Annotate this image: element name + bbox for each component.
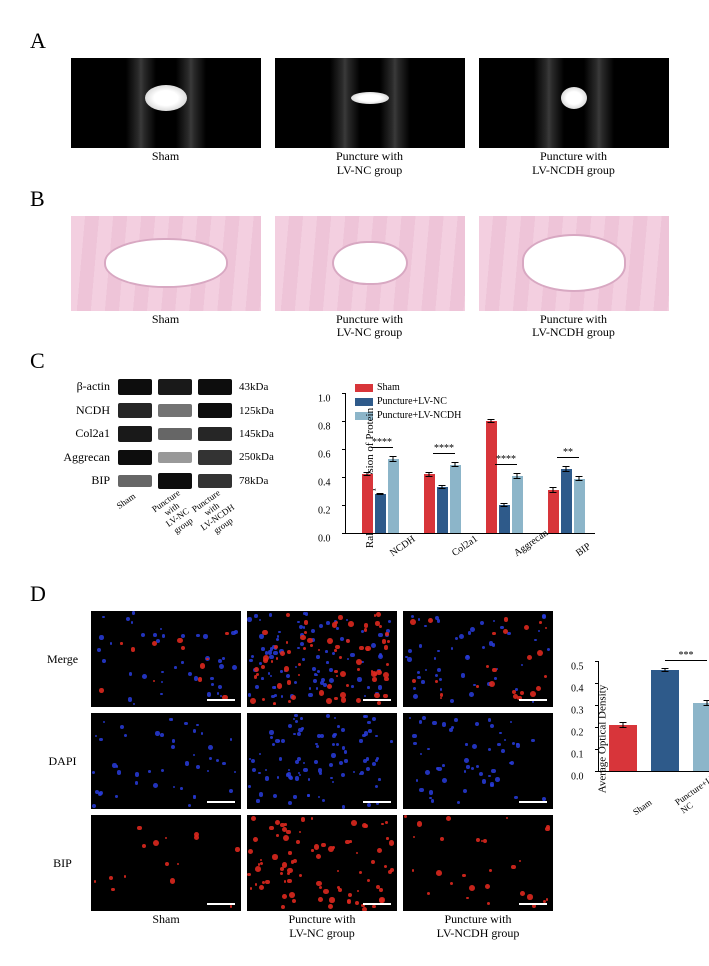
significance-label: **** [371, 437, 393, 448]
panel-d-label: D [30, 581, 689, 607]
blot-kda-label: 125kDa [235, 405, 285, 417]
microscopy-image [247, 611, 397, 707]
chart-c-xlabel: NCDH [388, 534, 418, 559]
image-caption: Puncture withLV-NC group [275, 150, 465, 178]
bar [499, 505, 510, 533]
blot-band [158, 473, 192, 489]
bar [561, 469, 572, 533]
blot-kda-label: 145kDa [235, 428, 285, 440]
histology-image [275, 216, 465, 311]
panel-d-captions: ShamPuncture withLV-NC groupPuncture wit… [40, 913, 689, 941]
microscopy-image [403, 713, 553, 809]
panel-b-captions: Sham Puncture withLV-NC group Puncture wit… [50, 313, 689, 341]
blot-band [198, 403, 232, 419]
panel-b-row [50, 216, 689, 311]
microscopy-image [403, 611, 553, 707]
image-caption: Puncture withLV-NC group [275, 313, 465, 341]
bar [548, 490, 559, 533]
bar [362, 474, 373, 533]
bar [512, 476, 523, 533]
image-caption: Sham [91, 913, 241, 941]
chart-d: Average Optical Density 0.00.10.20.30.40… [563, 651, 689, 826]
microscopy-image [247, 815, 397, 911]
bar [375, 494, 386, 533]
blot-kda-label: 43kDa [235, 381, 285, 393]
blot-band [118, 475, 152, 488]
bar [574, 479, 585, 534]
panel-a-label: A [30, 28, 689, 54]
microscopy-image [91, 713, 241, 809]
significance-label: *** [665, 650, 707, 661]
blot-band [198, 379, 232, 395]
panel-c-label: C [30, 348, 689, 374]
blot-protein-label: Col2a1 [55, 426, 115, 441]
image-caption: Puncture withLV-NCDH group [479, 313, 669, 341]
image-caption: Puncture withLV-NCDH group [479, 150, 669, 178]
panel-a-captions: Sham Puncture withLV-NC group Puncture wit… [50, 150, 689, 178]
bar [651, 670, 679, 771]
mri-image [479, 58, 669, 148]
blot-band [118, 403, 152, 418]
bar [424, 474, 435, 533]
blot-band [118, 450, 152, 466]
blot-band [158, 404, 192, 416]
blot-band [198, 450, 232, 464]
blot-protein-label: BIP [55, 473, 115, 488]
histology-image [479, 216, 669, 311]
microscopy-row-label: DAPI [40, 754, 85, 769]
chart-d-xlabel: Sham [631, 797, 654, 817]
microscopy-row-label: Merge [40, 652, 85, 667]
panel-a-row [50, 58, 689, 148]
chart-d-xlabel: Puncture+LV-NC [673, 764, 709, 815]
blot-protein-label: Aggrecan [55, 450, 115, 465]
image-caption: Sham [71, 313, 261, 341]
image-caption: Sham [71, 150, 261, 178]
blot-band [158, 452, 192, 463]
microscopy-image [91, 815, 241, 911]
bar [450, 465, 461, 534]
microscopy-image [91, 611, 241, 707]
bar [609, 725, 637, 771]
microscopy-row-label: BIP [40, 856, 85, 871]
microscopy-image [247, 713, 397, 809]
blot-band [198, 427, 232, 442]
blot-band [118, 426, 152, 441]
significance-label: **** [495, 454, 517, 465]
western-blot: β-actin 43kDa NCDH 125kDa Col2a1 145kDa Aggrec… [55, 378, 285, 533]
blot-band [118, 379, 152, 395]
panel-b-label: B [30, 186, 689, 212]
blot-band [158, 379, 192, 394]
image-caption: Puncture withLV-NCDH group [403, 913, 553, 941]
chart-c-xlabel: Col2a1 [450, 534, 480, 560]
blot-protein-label: NCDH [55, 403, 115, 418]
significance-label: **** [433, 443, 455, 454]
histology-image [71, 216, 261, 311]
bar [693, 703, 709, 771]
blot-band [198, 474, 232, 488]
bar [388, 459, 399, 533]
blot-protein-label: β-actin [55, 379, 115, 394]
chart-c: ShamPuncture+LV-NCPuncture+LV-NCDH Ralat… [305, 383, 605, 573]
image-caption: Puncture withLV-NC group [247, 913, 397, 941]
blot-kda-label: 250kDa [235, 451, 285, 463]
bar [486, 421, 497, 533]
significance-label: ** [557, 447, 579, 458]
bar [437, 487, 448, 533]
chart-c-xlabel: BIP [574, 541, 593, 559]
panel-c: β-actin 43kDa NCDH 125kDa Col2a1 145kDa Aggrec… [55, 378, 689, 573]
panel-d-grid: Merge DAPI BIP [40, 611, 553, 911]
microscopy-image [403, 815, 553, 911]
blot-kda-label: 78kDa [235, 475, 285, 487]
mri-image [71, 58, 261, 148]
mri-image [275, 58, 465, 148]
blot-band [158, 428, 192, 441]
